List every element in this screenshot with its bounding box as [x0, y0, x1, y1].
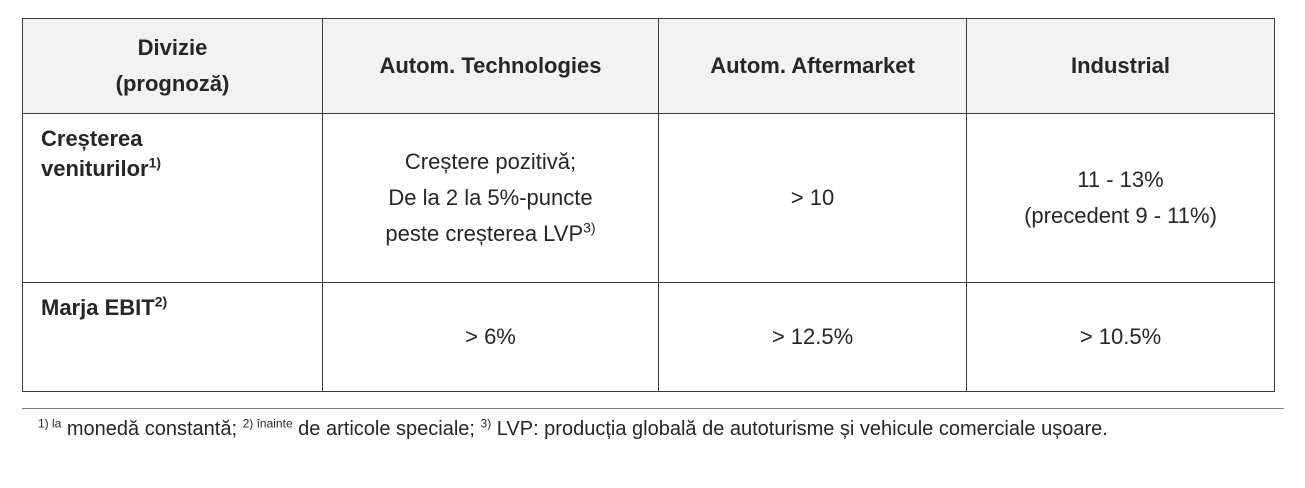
- revenue-tech-line3: peste creșterea LVP: [385, 221, 584, 246]
- footnote-ref-2: 2): [154, 293, 168, 310]
- revenue-industrial-line1: 11 - 13%: [1077, 167, 1164, 192]
- header-automotive-aftermarket: Autom. Aftermarket: [658, 18, 967, 114]
- revenue-growth-technologies: Creștere pozitivă; De la 2 la 5%-puncte …: [322, 113, 659, 283]
- revenue-growth-label: Creșterea veniturilor1): [22, 113, 323, 283]
- footnote-2-text: de articole speciale;: [292, 418, 481, 440]
- footnote-3-mark: 3): [480, 416, 492, 431]
- header-division: Divizie (prognoză): [22, 18, 323, 114]
- ebit-margin-industrial: > 10.5%: [966, 282, 1275, 392]
- header-division-line2: (prognoză): [115, 71, 230, 96]
- revenue-industrial-line2: (precedent 9 - 11%): [1024, 203, 1217, 228]
- footnote-3-text: LVP: producția globală de autoturisme și…: [491, 418, 1108, 440]
- header-row: Divizie (prognoză) Autom. Technologies A…: [22, 18, 1275, 114]
- ebit-margin-label: Marja EBIT2): [22, 282, 323, 392]
- ebit-margin-technologies: > 6%: [322, 282, 659, 392]
- revenue-growth-label-line2: veniturilor: [41, 156, 149, 181]
- header-division-line1: Divizie: [137, 35, 208, 60]
- footnote-1-mark: 1) la: [38, 416, 62, 431]
- revenue-tech-line1: Creștere pozitivă;: [404, 149, 577, 174]
- footnote-ref-3: 3): [583, 219, 596, 236]
- header-industrial: Industrial: [966, 18, 1275, 114]
- footnote-divider: [22, 408, 1284, 409]
- footnote-ref-1: 1): [148, 154, 162, 171]
- footnote-1-text: monedă constantă;: [61, 418, 243, 440]
- revenue-growth-row: Creșterea veniturilor1) Creștere pozitiv…: [22, 113, 1275, 283]
- revenue-growth-aftermarket: > 10: [658, 113, 967, 283]
- ebit-margin-row: Marja EBIT2) > 6% > 12.5% > 10.5%: [22, 282, 1275, 392]
- ebit-margin-aftermarket: > 12.5%: [658, 282, 967, 392]
- revenue-growth-label-line1: Creșterea: [41, 126, 143, 151]
- footnotes: 1) la monedă constantă; 2) înainte de ar…: [38, 412, 1283, 446]
- header-automotive-technologies: Autom. Technologies: [322, 18, 659, 114]
- ebit-margin-label-text: Marja EBIT: [41, 295, 155, 320]
- footnote-2-mark: 2) înainte: [242, 416, 293, 431]
- revenue-tech-line2: De la 2 la 5%-puncte: [388, 185, 593, 210]
- forecast-table: Divizie (prognoză) Autom. Technologies A…: [22, 18, 1275, 392]
- revenue-growth-industrial: 11 - 13% (precedent 9 - 11%): [966, 113, 1275, 283]
